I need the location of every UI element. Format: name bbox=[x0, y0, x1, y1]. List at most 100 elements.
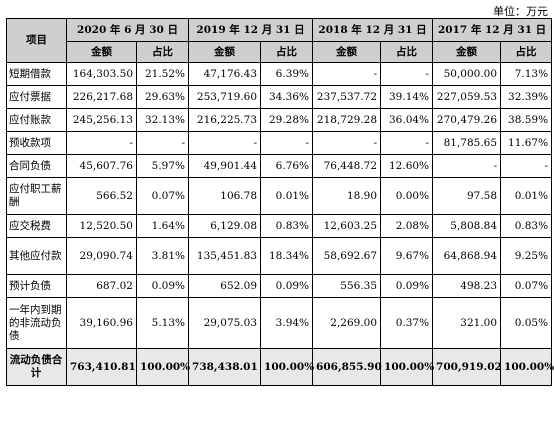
amount-cell: - bbox=[312, 62, 382, 86]
table-row: 应付账款 245,256.13 32.13% 216,225.73 29.28%… bbox=[6, 108, 553, 132]
amount-cell: - bbox=[188, 131, 262, 155]
amount-cell: 245,256.13 bbox=[66, 108, 137, 132]
amount-cell: 218,729.28 bbox=[312, 108, 382, 132]
ratio-cell: 0.83% bbox=[500, 214, 553, 238]
amount-cell: 700,919.02 bbox=[432, 348, 502, 386]
ratio-cell: 9.25% bbox=[500, 237, 553, 275]
ratio-cell: 5.97% bbox=[135, 154, 190, 178]
amount-cell: 12,520.50 bbox=[66, 214, 137, 238]
amount-cell: 58,692.67 bbox=[312, 237, 382, 275]
amount-cell: 18.90 bbox=[312, 177, 382, 215]
amount-cell: 237,537.72 bbox=[312, 85, 382, 109]
amount-cell: 106.78 bbox=[188, 177, 262, 215]
amount-cell: 763,410.81 bbox=[66, 348, 137, 386]
ratio-cell: 11.67% bbox=[500, 131, 553, 155]
ratio-cell: 18.34% bbox=[260, 237, 314, 275]
ratio-cell: 39.14% bbox=[380, 85, 434, 109]
amount-header: 金额 bbox=[188, 41, 262, 63]
amount-cell: 321.00 bbox=[432, 297, 502, 349]
amount-cell: 5,808.84 bbox=[432, 214, 502, 238]
amount-cell: 2,269.00 bbox=[312, 297, 382, 349]
current-liabilities-table: 项目 2020 年 6 月 30 日 2019 年 12 月 31 日 2018… bbox=[6, 18, 554, 386]
row-label: 预计负债 bbox=[6, 274, 67, 298]
ratio-cell: 100.00% bbox=[135, 348, 190, 386]
ratio-cell: 9.67% bbox=[380, 237, 434, 275]
row-label: 短期借款 bbox=[6, 62, 67, 86]
ratio-cell: 36.04% bbox=[380, 108, 434, 132]
amount-cell: 64,868.94 bbox=[432, 237, 502, 275]
table-row: 其他应付款 29,090.74 3.81% 135,451.83 18.34% … bbox=[6, 237, 553, 275]
ratio-cell: - bbox=[500, 154, 553, 178]
amount-cell: 29,090.74 bbox=[66, 237, 137, 275]
ratio-header: 占比 bbox=[380, 41, 434, 63]
ratio-cell: 0.09% bbox=[260, 274, 314, 298]
ratio-cell: 0.07% bbox=[135, 177, 190, 215]
amount-header: 金额 bbox=[66, 41, 137, 63]
amount-cell: 97.58 bbox=[432, 177, 502, 215]
ratio-cell: 5.13% bbox=[135, 297, 190, 349]
table-row: 应付职工薪酬 566.52 0.07% 106.78 0.01% 18.90 0… bbox=[6, 177, 553, 215]
amount-cell: 498.23 bbox=[432, 274, 502, 298]
ratio-cell: - bbox=[380, 62, 434, 86]
ratio-cell: 34.36% bbox=[260, 85, 314, 109]
period-header: 2020 年 6 月 30 日 bbox=[65, 18, 190, 42]
amount-cell: - bbox=[66, 131, 137, 155]
amount-header: 金额 bbox=[312, 41, 382, 63]
ratio-cell: 12.60% bbox=[380, 154, 434, 178]
amount-cell: 270,479.26 bbox=[432, 108, 502, 132]
amount-cell: 227,059.53 bbox=[432, 85, 502, 109]
amount-cell: 81,785.65 bbox=[432, 131, 502, 155]
subheader-row: 金额 占比 金额 占比 金额 占比 金额 占比 bbox=[7, 41, 553, 63]
period-header: 2018 年 12 月 31 日 bbox=[312, 18, 434, 42]
row-label: 其他应付款 bbox=[6, 237, 67, 275]
ratio-cell: 38.59% bbox=[500, 108, 553, 132]
ratio-cell: - bbox=[135, 131, 190, 155]
amount-cell: 45,607.76 bbox=[66, 154, 137, 178]
amount-header: 金额 bbox=[432, 41, 502, 63]
ratio-cell: 7.13% bbox=[500, 62, 553, 86]
amount-cell: 12,603.25 bbox=[312, 214, 382, 238]
row-label: 流动负债合计 bbox=[6, 348, 67, 386]
amount-cell: 738,438.01 bbox=[188, 348, 262, 386]
ratio-cell: 32.39% bbox=[500, 85, 553, 109]
row-label: 预收款项 bbox=[6, 131, 67, 155]
amount-cell: 29,075.03 bbox=[188, 297, 262, 349]
amount-cell: 135,451.83 bbox=[188, 237, 262, 275]
amount-cell: 226,217.68 bbox=[66, 85, 137, 109]
amount-cell: 47,176.43 bbox=[188, 62, 262, 86]
table-row: 合同负债 45,607.76 5.97% 49,901.44 6.76% 76,… bbox=[6, 154, 553, 178]
amount-cell: 6,129.08 bbox=[188, 214, 262, 238]
ratio-header: 占比 bbox=[135, 41, 190, 63]
amount-cell: 253,719.60 bbox=[188, 85, 262, 109]
ratio-cell: 0.37% bbox=[380, 297, 434, 349]
table-row: 预收款项 - - - - - - 81,785.65 11.67% bbox=[6, 131, 553, 155]
row-label: 一年内到期的非流动负债 bbox=[6, 297, 67, 349]
item-header: 项目 bbox=[6, 18, 67, 63]
row-label: 应付票据 bbox=[6, 85, 67, 109]
ratio-cell: 3.81% bbox=[135, 237, 190, 275]
row-label: 应付职工薪酬 bbox=[6, 177, 67, 215]
row-label: 应付账款 bbox=[6, 108, 67, 132]
amount-cell: - bbox=[312, 131, 382, 155]
ratio-cell: 100.00% bbox=[260, 348, 314, 386]
amount-cell: - bbox=[432, 154, 502, 178]
ratio-cell: 0.09% bbox=[380, 274, 434, 298]
ratio-header: 占比 bbox=[260, 41, 314, 63]
ratio-header: 占比 bbox=[500, 41, 553, 63]
amount-cell: 216,225.73 bbox=[188, 108, 262, 132]
row-label: 合同负债 bbox=[6, 154, 67, 178]
amount-cell: 652.09 bbox=[188, 274, 262, 298]
amount-cell: 49,901.44 bbox=[188, 154, 262, 178]
ratio-cell: - bbox=[380, 131, 434, 155]
ratio-cell: 29.63% bbox=[135, 85, 190, 109]
row-label: 应交税费 bbox=[6, 214, 67, 238]
table-row: 应付票据 226,217.68 29.63% 253,719.60 34.36%… bbox=[6, 85, 553, 109]
ratio-cell: 0.01% bbox=[260, 177, 314, 215]
period-header: 2017 年 12 月 31 日 bbox=[432, 18, 553, 42]
amount-cell: 606,855.90 bbox=[312, 348, 382, 386]
ratio-cell: 0.09% bbox=[135, 274, 190, 298]
unit-label: 单位：万元 bbox=[493, 5, 548, 18]
ratio-cell: 21.52% bbox=[135, 62, 190, 86]
ratio-cell: 3.94% bbox=[260, 297, 314, 349]
ratio-cell: 1.64% bbox=[135, 214, 190, 238]
